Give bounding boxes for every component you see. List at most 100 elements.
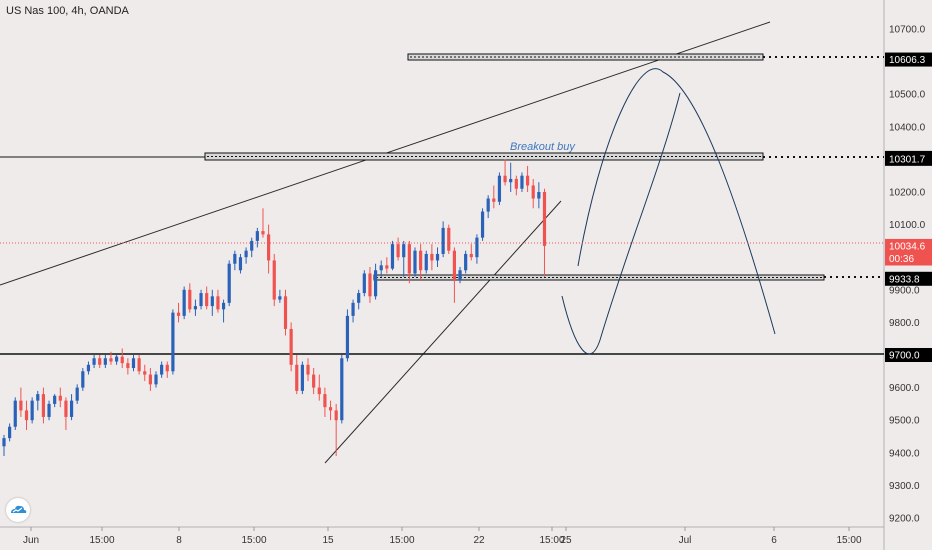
candle[interactable]: [109, 351, 113, 365]
candle[interactable]: [210, 289, 214, 316]
candle[interactable]: [503, 159, 507, 186]
candle[interactable]: [340, 355, 344, 424]
candle[interactable]: [283, 289, 288, 336]
candle[interactable]: [373, 263, 378, 300]
candle[interactable]: [452, 247, 456, 303]
candle[interactable]: [312, 368, 316, 395]
candle[interactable]: [115, 355, 119, 365]
candle[interactable]: [137, 355, 141, 375]
candle[interactable]: [103, 355, 107, 369]
candle[interactable]: [402, 240, 406, 277]
candle[interactable]: [295, 355, 299, 395]
candle[interactable]: [357, 289, 361, 310]
candle[interactable]: [24, 400, 29, 430]
candle[interactable]: [148, 368, 152, 391]
candle[interactable]: [160, 361, 164, 378]
candle[interactable]: [447, 224, 451, 254]
candle[interactable]: [171, 309, 175, 375]
candle[interactable]: [300, 361, 304, 395]
candle[interactable]: [120, 348, 124, 369]
candle[interactable]: [385, 257, 389, 274]
candle[interactable]: [154, 371, 158, 388]
candle[interactable]: [13, 397, 17, 430]
candle[interactable]: [464, 250, 468, 274]
candle[interactable]: [323, 387, 327, 417]
candle[interactable]: [435, 247, 440, 267]
candle[interactable]: [509, 162, 513, 192]
candle[interactable]: [334, 403, 338, 457]
candle[interactable]: [362, 270, 366, 297]
candle[interactable]: [64, 397, 68, 430]
candle[interactable]: [69, 394, 74, 421]
candle[interactable]: [86, 361, 91, 375]
candle[interactable]: [413, 247, 417, 277]
candle[interactable]: [520, 172, 524, 192]
candle[interactable]: [58, 387, 62, 408]
price-tag-label: 00:36: [889, 254, 914, 265]
candle[interactable]: [238, 253, 243, 274]
candle[interactable]: [407, 240, 411, 284]
candle[interactable]: [525, 165, 530, 192]
candle[interactable]: [317, 374, 321, 401]
candle[interactable]: [531, 178, 535, 209]
candle[interactable]: [267, 224, 271, 274]
candle[interactable]: [250, 237, 254, 258]
candle[interactable]: [424, 250, 428, 274]
candle[interactable]: [199, 289, 203, 310]
candle[interactable]: [98, 355, 102, 369]
candle[interactable]: [390, 240, 395, 271]
candle[interactable]: [19, 387, 23, 417]
candle[interactable]: [227, 260, 231, 307]
candle[interactable]: [328, 400, 333, 421]
candle[interactable]: [53, 394, 57, 408]
candle[interactable]: [419, 244, 423, 281]
candle[interactable]: [475, 234, 479, 264]
candle[interactable]: [176, 302, 181, 323]
candle[interactable]: [233, 250, 237, 271]
candle[interactable]: [261, 208, 265, 238]
candle[interactable]: [542, 188, 547, 277]
candle[interactable]: [368, 266, 372, 303]
candle[interactable]: [36, 390, 40, 411]
candle[interactable]: [30, 397, 34, 424]
candle[interactable]: [2, 434, 6, 457]
candle[interactable]: [430, 244, 434, 271]
candle[interactable]: [480, 208, 485, 241]
candle[interactable]: [143, 364, 147, 382]
candle[interactable]: [126, 358, 130, 375]
candle[interactable]: [216, 289, 220, 313]
candle[interactable]: [486, 195, 490, 219]
candle[interactable]: [75, 384, 79, 404]
candle[interactable]: [492, 185, 496, 209]
candle[interactable]: [278, 289, 282, 303]
candle[interactable]: [131, 355, 136, 372]
candle[interactable]: [272, 253, 276, 307]
candle[interactable]: [351, 299, 355, 323]
candle[interactable]: [221, 299, 226, 323]
candle[interactable]: [458, 266, 462, 284]
candle[interactable]: [188, 283, 192, 313]
candle[interactable]: [182, 286, 186, 320]
candle[interactable]: [81, 368, 85, 391]
candle[interactable]: [345, 309, 350, 362]
candle[interactable]: [497, 172, 502, 206]
candle[interactable]: [306, 358, 310, 382]
candle[interactable]: [165, 361, 169, 378]
candle[interactable]: [205, 286, 209, 310]
candle[interactable]: [441, 221, 445, 258]
candle[interactable]: [514, 175, 518, 196]
candle[interactable]: [8, 423, 12, 442]
candle[interactable]: [244, 247, 248, 264]
candle[interactable]: [47, 400, 51, 421]
candle[interactable]: [193, 299, 198, 316]
candle[interactable]: [396, 237, 400, 261]
candle[interactable]: [379, 260, 383, 277]
candle[interactable]: [289, 322, 293, 372]
tradingview-logo[interactable]: [6, 498, 30, 522]
candle[interactable]: [92, 355, 96, 369]
candle[interactable]: [255, 227, 259, 248]
candle[interactable]: [469, 244, 473, 261]
candle[interactable]: [537, 182, 541, 209]
candle[interactable]: [41, 387, 46, 424]
